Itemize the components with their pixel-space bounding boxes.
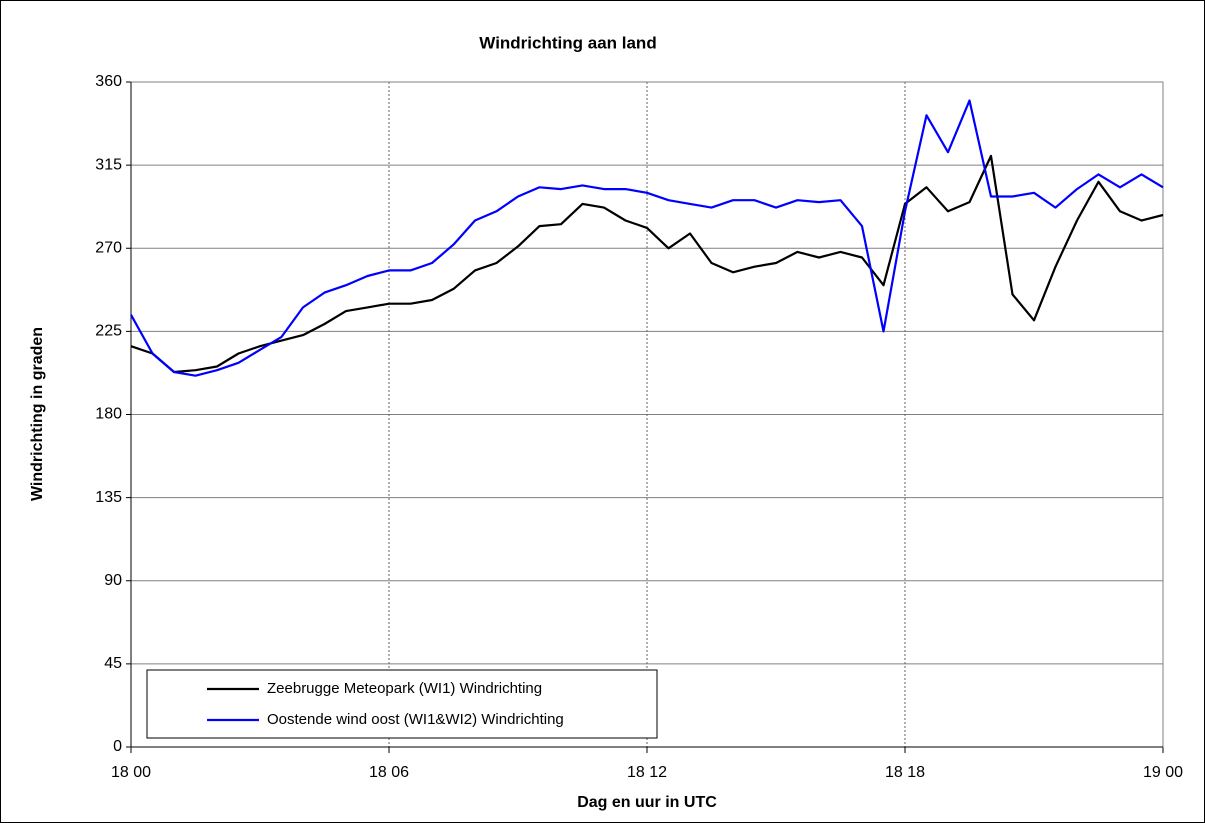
legend-label: Zeebrugge Meteopark (WI1) Windrichting	[267, 680, 542, 697]
x-tick-label: 18 06	[369, 764, 409, 781]
y-tick-label: 225	[95, 323, 122, 340]
legend-box	[146, 669, 658, 739]
x-tick-label: 18 12	[627, 764, 667, 781]
x-tick-label: 18 18	[885, 764, 925, 781]
series-line	[130, 154, 1164, 374]
series-line	[130, 99, 1164, 377]
legend-label: Oostende wind oost (WI1&WI2) Windrichtin…	[267, 711, 564, 728]
x-axis-label: Dag en uur in UTC	[577, 794, 717, 811]
x-tick-label: 19 00	[1143, 764, 1183, 781]
y-tick-label: 180	[95, 406, 122, 423]
y-tick-label: 135	[95, 489, 122, 506]
y-tick-label: 315	[95, 156, 122, 173]
chart-title: Windrichting aan land	[479, 33, 656, 52]
x-tick-label: 18 00	[111, 764, 151, 781]
y-tick-label: 90	[104, 572, 122, 589]
y-tick-label: 45	[104, 655, 122, 672]
y-axis-label: Windrichting in graden	[29, 327, 46, 501]
y-tick-label: 360	[95, 73, 122, 90]
y-tick-label: 270	[95, 239, 122, 256]
y-tick-label: 0	[113, 738, 122, 755]
